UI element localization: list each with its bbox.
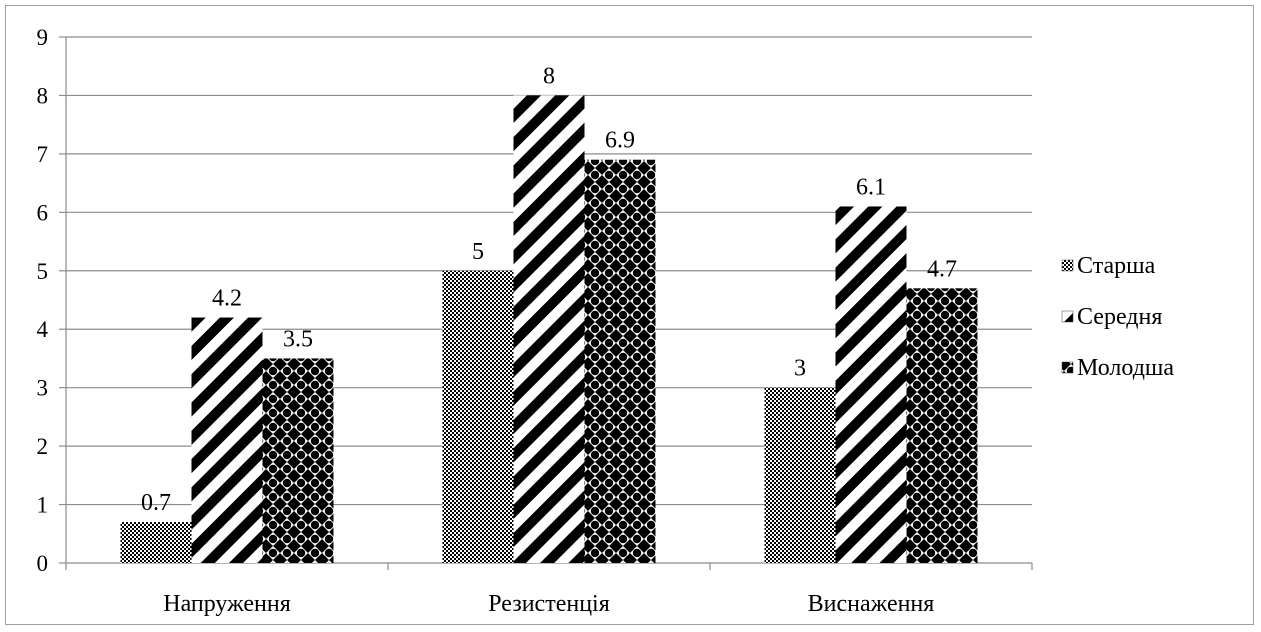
bar-checker xyxy=(120,522,192,563)
data-labels: 0.7 4.2 3.5 5 8 6.9 3 6.1 4.7 xyxy=(141,63,957,516)
y-tick-label: 5 xyxy=(37,259,49,284)
legend-label: Середня xyxy=(1077,304,1162,330)
bar-diagonal xyxy=(513,95,585,563)
x-category-label: Напруження xyxy=(163,591,291,617)
data-label: 6.9 xyxy=(605,128,635,154)
y-tick-label: 4 xyxy=(37,317,49,342)
bar-diagonal xyxy=(835,206,907,563)
x-category-label: Виснаження xyxy=(808,591,935,617)
x-category-label: Резистенція xyxy=(488,591,610,617)
bar-dots xyxy=(906,288,978,563)
legend-label: Молодша xyxy=(1077,355,1174,381)
y-tick-label: 2 xyxy=(37,434,49,459)
data-label: 5 xyxy=(472,239,484,265)
bar-checker xyxy=(764,387,836,563)
y-tick-label: 7 xyxy=(37,142,49,167)
legend-swatch xyxy=(1061,361,1074,374)
bar-diagonal xyxy=(191,317,263,563)
bar-dots xyxy=(584,159,656,563)
data-label: 8 xyxy=(543,63,555,89)
y-tick-label: 9 xyxy=(37,25,49,50)
bar-dots xyxy=(262,358,334,563)
y-tick-label: 8 xyxy=(37,83,49,108)
data-label: 3.5 xyxy=(283,326,313,352)
legend-swatch xyxy=(1061,310,1074,323)
y-tick-label: 0 xyxy=(37,551,49,576)
data-label: 3 xyxy=(794,356,806,382)
data-label: 4.7 xyxy=(927,256,957,282)
data-label: 6.1 xyxy=(856,174,886,200)
legend-swatch xyxy=(1061,259,1074,272)
data-label: 0.7 xyxy=(141,490,171,516)
y-tick-label: 1 xyxy=(37,493,49,518)
y-tick-label: 6 xyxy=(37,200,49,225)
data-label: 4.2 xyxy=(212,286,242,312)
legend-label: Старша xyxy=(1077,253,1156,279)
y-tick-label: 3 xyxy=(37,376,49,401)
legend: Старша Середня Молодша xyxy=(1061,253,1174,381)
bars xyxy=(120,95,978,563)
bar-checker xyxy=(442,270,514,563)
